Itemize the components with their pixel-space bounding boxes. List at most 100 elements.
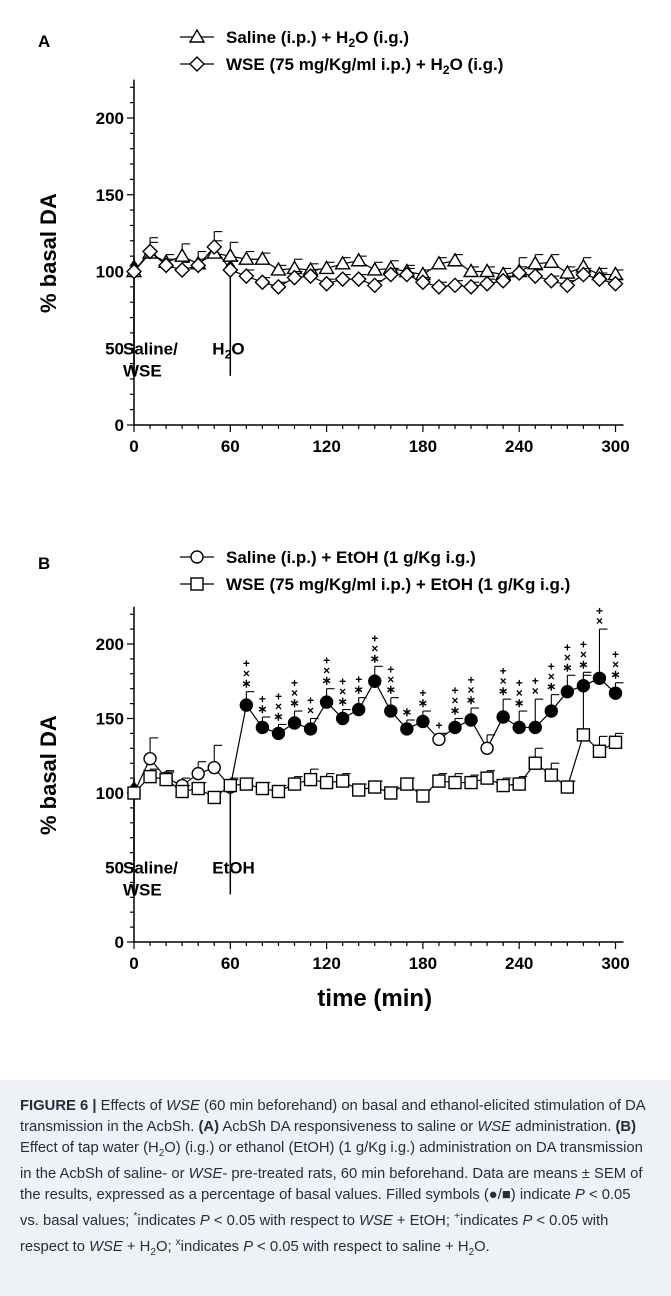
significance-mark: ∗: [402, 705, 412, 719]
x-axis-label: time (min): [317, 985, 432, 1012]
data-point: [416, 789, 430, 803]
figure-6-chart: A Saline (i.p.) + H2O (i.g.) WSE (75 mg/Kg…: [36, 28, 630, 1012]
data-point: [511, 265, 528, 282]
figure-caption-box: FIGURE 6 | Effects of WSE (60 min before…: [0, 1080, 671, 1296]
series-1: [125, 237, 624, 281]
data-point: [302, 268, 319, 285]
y-tick-label: 150: [96, 710, 124, 729]
data-point: [398, 266, 415, 283]
annotation-label: WSE: [123, 881, 162, 900]
significance-mark: +: [323, 654, 330, 668]
x-tick-label: 300: [601, 437, 629, 456]
significance-mark: ×: [323, 664, 330, 678]
significance-mark: ×: [532, 684, 539, 698]
significance-mark: ×: [564, 650, 571, 664]
significance-mark: +: [516, 676, 523, 690]
data-point: [319, 775, 334, 790]
significance-mark: ×: [596, 614, 603, 628]
figure-caption: FIGURE 6 | Effects of WSE (60 min before…: [20, 1098, 645, 1258]
data-point: [174, 261, 191, 278]
x-tick-label: 240: [505, 437, 533, 456]
significance-mark: ×: [243, 667, 250, 681]
data-point: [255, 720, 270, 735]
annotation-label: Saline/: [123, 339, 178, 358]
series-2: [126, 231, 624, 295]
data-point: [158, 257, 175, 274]
data-point: [255, 781, 270, 796]
caption-figure-label: FIGURE 6 |: [20, 1098, 97, 1114]
data-point: [350, 252, 367, 267]
significance-mark: +: [451, 684, 458, 698]
panel-a-chart: A Saline (i.p.) + H2O (i.g.) WSE (75 mg/Kg…: [36, 28, 630, 456]
data-point: [560, 780, 575, 794]
panel-b-chart: B Saline (i.p.) + EtOH (1 g/Kg i.g.) WSE (…: [36, 548, 630, 1012]
significance-mark: ∗: [578, 657, 588, 671]
data-point: [352, 702, 366, 717]
data-point: [350, 271, 367, 288]
data-point: [270, 261, 287, 276]
significance-mark: +: [596, 604, 603, 618]
data-point: [238, 250, 255, 265]
data-point: [608, 735, 623, 750]
legend-marker: [190, 577, 204, 591]
data-point: [446, 252, 464, 267]
panel-label: B: [38, 554, 50, 573]
data-point: [254, 274, 271, 291]
y-tick-label: 200: [96, 635, 124, 654]
data-point: [464, 713, 478, 727]
data-point: [334, 271, 351, 288]
data-point: [576, 728, 591, 742]
x-tick-label: 120: [312, 954, 340, 973]
data-point: [512, 720, 526, 735]
significance-mark: ×: [612, 658, 619, 672]
y-tick-label: 150: [96, 186, 124, 205]
significance-mark: +: [548, 660, 555, 674]
data-point: [318, 275, 335, 292]
significance-mark: ×: [516, 686, 523, 700]
significance-mark: +: [275, 689, 282, 703]
x-tick-label: 120: [312, 437, 340, 456]
data-point: [575, 266, 592, 283]
panel-label: A: [38, 32, 50, 51]
data-point: [384, 704, 398, 718]
data-point: [143, 769, 157, 784]
data-point: [287, 777, 302, 791]
significance-mark: ∗: [562, 660, 572, 674]
significance-mark: ∗: [241, 677, 251, 691]
legend-label-2: WSE (75 mg/Kg/ml i.p.) + EtOH (1 g/Kg i.…: [226, 575, 570, 594]
data-point: [447, 277, 463, 294]
y-axis-label: % basal DA: [36, 715, 61, 835]
significance-mark: ∗: [322, 674, 332, 688]
significance-mark: ×: [548, 670, 555, 684]
significance-mark: ∗: [546, 680, 556, 694]
data-point: [495, 272, 512, 289]
significance-mark: +: [532, 674, 539, 688]
significance-mark: +: [339, 675, 346, 689]
annotation-label: Saline/: [123, 859, 178, 878]
data-point: [559, 264, 576, 279]
data-point: [559, 277, 576, 294]
data-point: [271, 726, 286, 741]
data-point: [592, 744, 607, 758]
data-point: [335, 774, 350, 788]
y-axis-label: % basal DA: [36, 193, 61, 313]
significance-mark: +: [468, 673, 475, 687]
data-point: [527, 268, 544, 285]
y-tick-label: 100: [96, 784, 124, 803]
significance-mark: ×: [339, 685, 346, 699]
data-point: [127, 786, 141, 800]
data-point: [432, 774, 446, 788]
series-2: [127, 674, 624, 805]
data-point: [480, 771, 494, 785]
legend-label-1: Saline (i.p.) + EtOH (1 g/Kg i.g.): [226, 548, 476, 567]
significance-mark: ∗: [354, 683, 364, 697]
data-point: [463, 278, 480, 295]
data-point: [528, 720, 542, 735]
significance-mark: ∗: [386, 683, 396, 697]
data-point: [368, 674, 382, 688]
data-point: [543, 253, 560, 268]
significance-mark: ∗: [514, 696, 524, 710]
legend-label-1: Saline (i.p.) + H2O (i.g.): [226, 28, 409, 50]
significance-mark: ∗: [257, 702, 267, 716]
y-tick-label: 200: [96, 109, 124, 128]
